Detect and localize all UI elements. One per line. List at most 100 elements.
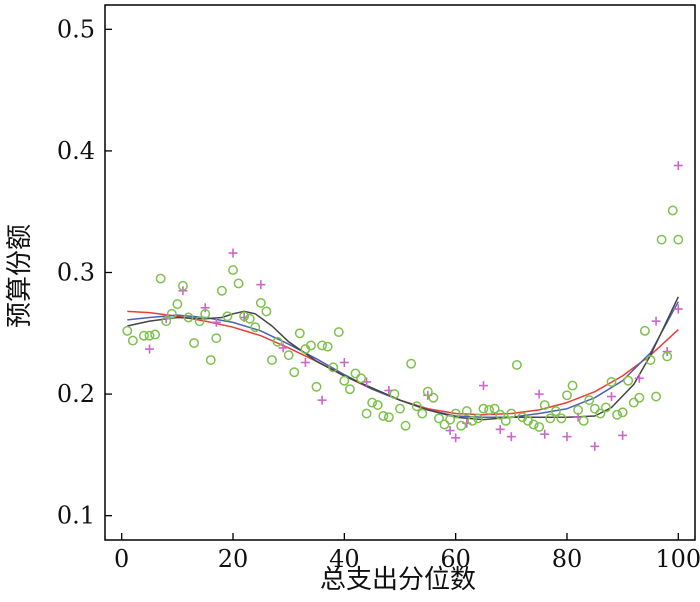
circle-point bbox=[255, 297, 266, 308]
circle-point bbox=[322, 341, 333, 352]
plus-point bbox=[673, 304, 683, 314]
y-tick-label: 0.3 bbox=[57, 259, 95, 287]
circle-point bbox=[272, 336, 283, 347]
circle-point bbox=[361, 408, 372, 419]
circle-point bbox=[428, 392, 439, 403]
circle-point bbox=[600, 402, 611, 413]
circle-point bbox=[244, 313, 255, 324]
plus-point bbox=[651, 316, 661, 326]
x-tick-label: 20 bbox=[218, 545, 249, 573]
circle-point bbox=[389, 389, 400, 400]
circle-point bbox=[344, 384, 355, 395]
circle-point bbox=[534, 421, 545, 432]
plus-point bbox=[540, 429, 550, 439]
circle-point bbox=[216, 285, 227, 296]
circle-point bbox=[289, 367, 300, 378]
plus-point bbox=[495, 424, 505, 434]
circle-point bbox=[545, 413, 556, 424]
circle-point bbox=[422, 386, 433, 397]
circle-point bbox=[589, 403, 600, 414]
y-tick-label: 0.2 bbox=[57, 380, 95, 408]
circle-point bbox=[205, 355, 216, 365]
plus-point bbox=[618, 430, 628, 440]
circle-point bbox=[634, 392, 645, 403]
circle-point bbox=[556, 413, 567, 424]
circle-point bbox=[667, 205, 678, 216]
circle-point bbox=[411, 401, 422, 412]
circle-point bbox=[383, 412, 394, 423]
plot-border bbox=[104, 4, 696, 541]
circle-point bbox=[673, 234, 684, 245]
plus-point bbox=[300, 357, 310, 367]
circle-point bbox=[350, 368, 361, 379]
circle-point bbox=[472, 413, 483, 424]
circle-point bbox=[239, 311, 250, 322]
circle-point bbox=[166, 308, 177, 319]
circle-point bbox=[139, 330, 149, 341]
x-tick-label: 40 bbox=[329, 545, 360, 573]
plus-point bbox=[673, 161, 683, 170]
circle-point bbox=[662, 351, 673, 362]
plus-point bbox=[228, 248, 238, 258]
circle-point bbox=[311, 381, 322, 392]
circle-point bbox=[261, 306, 272, 317]
circle-point bbox=[478, 403, 489, 414]
circle-point bbox=[628, 397, 639, 408]
circle-point bbox=[189, 338, 200, 348]
circle-point bbox=[656, 234, 667, 245]
y-tick-label: 0.1 bbox=[57, 502, 95, 530]
circle-point bbox=[378, 411, 389, 421]
y-tick-label: 0.5 bbox=[57, 15, 95, 43]
circle-point bbox=[150, 329, 161, 340]
points-layer bbox=[122, 161, 684, 451]
circle-point bbox=[456, 420, 467, 431]
plus-point bbox=[317, 395, 327, 405]
plus-point bbox=[506, 432, 516, 442]
circle-point bbox=[367, 397, 378, 408]
y-tick-label: 0.4 bbox=[57, 137, 95, 165]
circle-point bbox=[122, 325, 133, 336]
ticks-layer: 0 20 40 60 80 100 0.1 0.2 0.3 0.4 0.5 bbox=[57, 15, 700, 573]
x-tick-label: 100 bbox=[655, 545, 700, 573]
circle-point bbox=[194, 316, 205, 327]
circle-point bbox=[445, 414, 456, 425]
plus-point bbox=[256, 280, 266, 290]
circle-point bbox=[639, 325, 650, 336]
circle-point bbox=[400, 420, 411, 431]
circle-point bbox=[434, 413, 444, 424]
x-tick-label: 80 bbox=[552, 545, 583, 573]
circle-point bbox=[500, 415, 511, 426]
fit-line-1 bbox=[127, 310, 679, 416]
circle-point bbox=[595, 408, 606, 419]
circle-point bbox=[450, 408, 461, 419]
circle-point bbox=[339, 375, 350, 386]
circle-point bbox=[606, 376, 617, 387]
plus-point bbox=[451, 433, 461, 443]
x-axis-title: 总支出分位数 bbox=[320, 565, 476, 595]
circle-point bbox=[461, 406, 472, 417]
circle-point bbox=[267, 355, 277, 365]
circle-point bbox=[562, 390, 572, 401]
circle-point bbox=[305, 340, 316, 351]
circle-point bbox=[228, 265, 238, 276]
plus-point bbox=[200, 303, 210, 313]
circle-point bbox=[233, 278, 244, 289]
circle-point bbox=[294, 328, 305, 339]
circle-point bbox=[539, 400, 550, 410]
x-tick-label: 0 bbox=[114, 545, 129, 573]
circle-point bbox=[222, 311, 233, 322]
plus-point bbox=[478, 381, 488, 391]
fit-line-3 bbox=[127, 296, 679, 421]
series-layer bbox=[127, 296, 679, 421]
circle-point bbox=[333, 327, 344, 338]
plus-point bbox=[445, 426, 455, 436]
circle-point bbox=[573, 404, 584, 415]
circle-point bbox=[250, 322, 261, 333]
circle-point bbox=[406, 358, 417, 369]
circle-point bbox=[328, 362, 339, 373]
circle-point bbox=[317, 340, 328, 351]
plus-point bbox=[590, 441, 600, 451]
plus-point bbox=[278, 343, 288, 353]
plus-point bbox=[634, 373, 644, 383]
